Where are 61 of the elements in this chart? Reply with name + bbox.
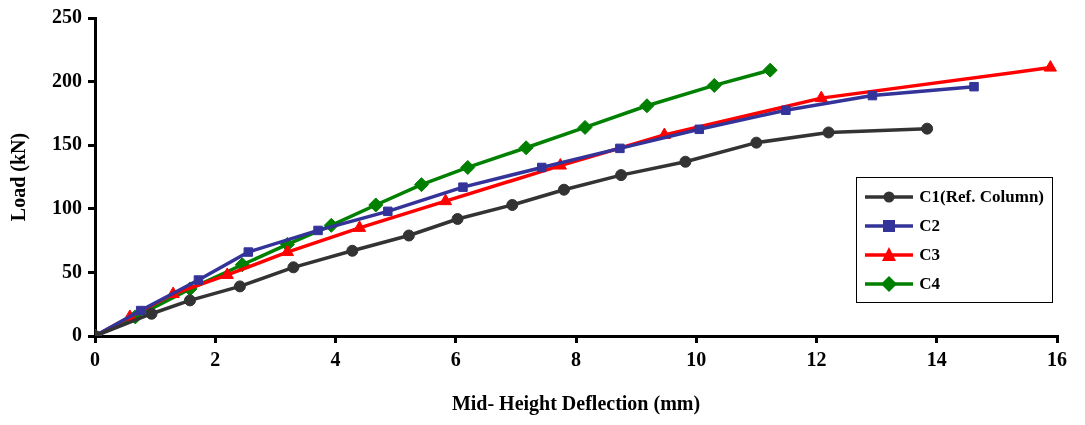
- point: [679, 155, 692, 168]
- y-tick-label: 250: [52, 5, 82, 28]
- point: [1043, 60, 1057, 72]
- point: [615, 143, 625, 154]
- point: [750, 136, 763, 149]
- point: [193, 275, 204, 285]
- x-tick-label: 6: [450, 348, 461, 371]
- point: [969, 81, 979, 92]
- point: [402, 229, 415, 242]
- y-axis-title: Load (kN): [7, 132, 31, 222]
- point: [135, 305, 146, 316]
- point: [694, 124, 704, 135]
- point: [460, 159, 476, 175]
- legend-label: C1(Ref. Column): [919, 186, 1044, 207]
- y-tick-label: 150: [52, 132, 82, 155]
- point: [368, 197, 384, 213]
- point: [615, 169, 628, 182]
- point: [867, 90, 878, 101]
- point: [313, 225, 323, 236]
- point: [458, 182, 468, 192]
- point: [233, 280, 246, 293]
- x-tick-label: 12: [806, 348, 827, 371]
- y-tick-label: 50: [62, 259, 82, 282]
- point: [762, 62, 778, 78]
- point: [280, 244, 294, 257]
- x-tick-label: 10: [686, 348, 707, 371]
- point: [639, 98, 655, 114]
- point: [243, 247, 254, 257]
- y-tick-label: 0: [72, 323, 82, 346]
- x-tick-label: 14: [926, 348, 947, 371]
- point: [814, 90, 828, 103]
- x-tick-label: 16: [1047, 348, 1067, 371]
- point: [536, 162, 547, 173]
- point: [438, 193, 453, 206]
- point: [451, 212, 464, 225]
- point: [921, 122, 934, 135]
- x-tick-label: 4: [330, 348, 341, 371]
- point: [577, 119, 593, 135]
- x-axis-title: Mid- Height Deflection (mm): [451, 392, 701, 416]
- y-tick-label: 100: [52, 195, 82, 218]
- point: [184, 294, 196, 307]
- y-tick-label: 200: [52, 68, 82, 91]
- point: [145, 307, 158, 320]
- point: [706, 77, 722, 93]
- point: [518, 140, 534, 156]
- x-tick-label: 0: [90, 348, 100, 371]
- legend-label: C2: [919, 215, 941, 236]
- legend-label: C3: [919, 244, 941, 265]
- point: [352, 220, 367, 232]
- point: [220, 267, 234, 279]
- point: [346, 244, 359, 257]
- point: [506, 198, 519, 211]
- x-tick-label: 2: [210, 348, 221, 371]
- point: [383, 206, 393, 217]
- point: [781, 105, 791, 115]
- point: [557, 183, 570, 196]
- legend-label: C4: [919, 273, 941, 294]
- point: [822, 126, 835, 139]
- x-tick-label: 8: [571, 348, 581, 371]
- point: [287, 261, 300, 274]
- point: [413, 177, 429, 193]
